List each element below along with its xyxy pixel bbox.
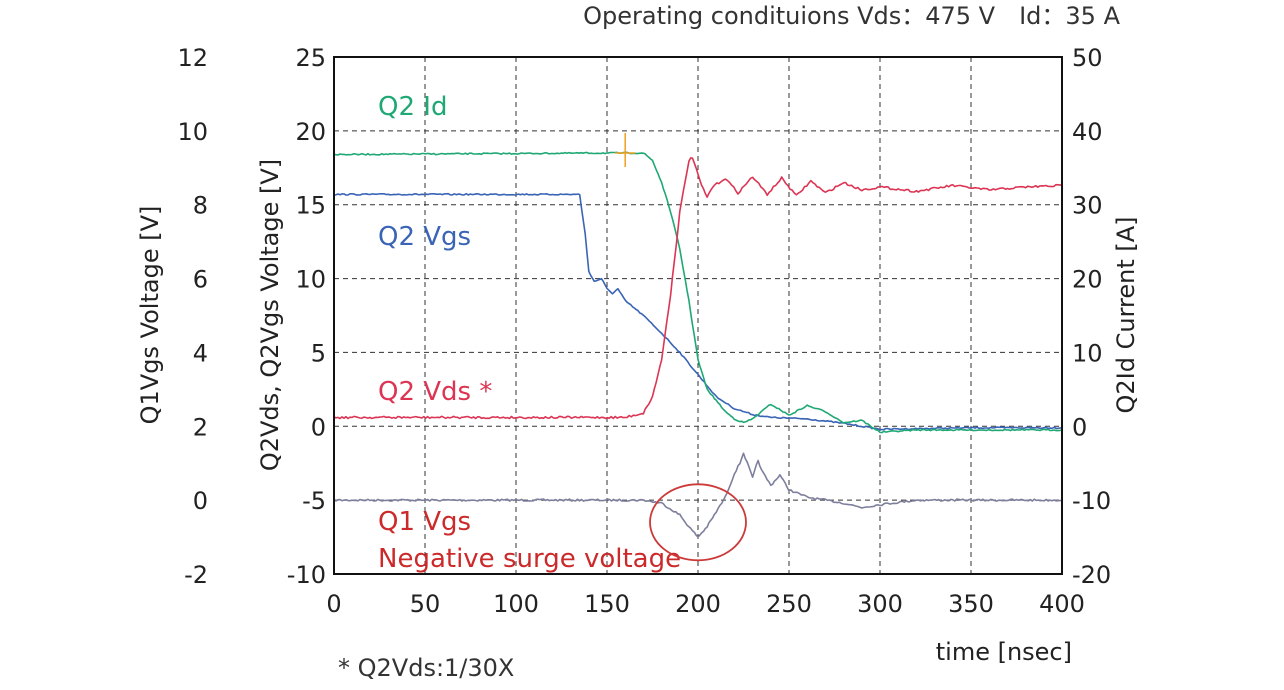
x-tick-label: 350 [948,590,994,618]
plot-frame [334,57,1062,574]
q1vgs-tick-label: 12 [177,44,208,72]
q2id-tick-label: 40 [1072,118,1103,146]
x-tick-label: 50 [410,590,441,618]
surge-circle [650,484,746,560]
q1vgs-tick-label: 6 [193,266,208,294]
q2id-tick-label: 10 [1072,339,1103,367]
series-label-q2-id: Q2 Id [378,92,447,122]
series-label-q2-vds: Q2 Vds * [378,377,492,407]
q1vgs-tick-label: -2 [184,561,208,589]
x-tick-label: 100 [493,590,539,618]
q1vgs-tick-label: 8 [193,192,208,220]
q2v-tick-label: 25 [295,44,326,72]
q2v-tick-label: -5 [302,487,326,515]
x-tick-label: 200 [675,590,721,618]
q2v-tick-label: 10 [295,266,326,294]
q2id-tick-label: 50 [1072,44,1103,72]
q1vgs-tick-label: 0 [193,487,208,515]
q2id-axis-title: Q2Id Current [A] [1112,216,1140,413]
q2v-tick-label: 20 [295,118,326,146]
q2id-tick-label: -20 [1072,561,1111,589]
x-tick-label: 250 [766,590,812,618]
q2id-tick-label: -10 [1072,487,1111,515]
annotation-marks [615,133,746,560]
q2id-tick-label: 20 [1072,266,1103,294]
q2id-tick-label: 30 [1072,192,1103,220]
series-label-q1-vgs: Q1 Vgs [378,507,471,537]
footnote: * Q2Vds:1/30X [338,654,514,682]
q1vgs-tick-label: 2 [193,413,208,441]
operating-conditions: Operating condituions Vds：475 V Id：35 A [583,2,1120,30]
q2v-tick-label: 5 [311,339,326,367]
x-tick-label: 150 [584,590,630,618]
q2v-tick-label: -10 [287,561,326,589]
series-label-q2-vgs: Q2 Vgs [378,222,471,252]
q2v-tick-label: 15 [295,192,326,220]
q2id-tick-label: 0 [1072,413,1087,441]
x-tick-label: 300 [857,590,903,618]
q2v-tick-label: 0 [311,413,326,441]
q2vds-q2vgs-axis-title: Q2Vds, Q2Vgs Voltage [V] [256,159,284,471]
x-axis-title: time [nsec] [936,638,1072,666]
surge-annotation: Negative surge voltage [378,544,681,574]
q1vgs-tick-label: 4 [193,339,208,367]
q1vgs-tick-label: 10 [177,118,208,146]
q1vgs-axis-title: Q1Vgs Voltage [V] [136,206,164,425]
grid-lines [334,57,1062,574]
x-tick-label: 400 [1039,590,1085,618]
x-tick-label: 0 [326,590,341,618]
